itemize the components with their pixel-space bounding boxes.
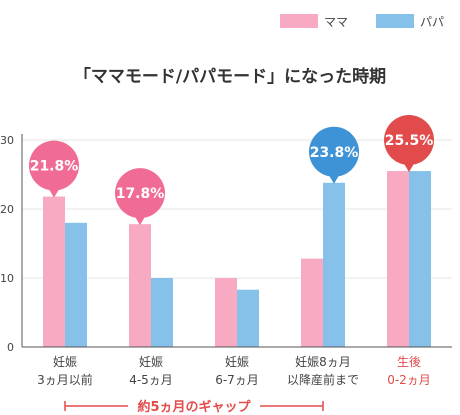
callout-label: 25.5%	[385, 133, 434, 149]
bar-mama-4	[387, 171, 409, 347]
category-label-line2: 以降産前まで	[287, 372, 359, 387]
legend-label-papa: パパ	[420, 15, 444, 29]
bar-papa-2	[237, 289, 259, 347]
callout-bubble	[115, 168, 165, 219]
callout-0: 21.8%	[29, 140, 79, 198]
bar-papa-0	[65, 222, 87, 347]
callout-pointer	[328, 173, 340, 184]
category-label-line2: 4-5ヵ月	[129, 373, 173, 387]
gap-label: 約5ヵ月のギャップ	[137, 399, 251, 415]
bar-mama-0	[43, 196, 65, 347]
bar-papa-3	[323, 182, 345, 347]
bar-mama-1	[129, 224, 151, 347]
category-label-line1: 妊娠	[139, 355, 163, 369]
category-label-line1: 妊娠	[225, 355, 249, 369]
bar-papa-4	[409, 171, 431, 347]
category-label-line1: 妊娠8ヵ月	[295, 355, 351, 369]
callout-3: 25.5%	[384, 115, 434, 173]
callout-label: 17.8%	[116, 186, 165, 202]
y-tick-label: 20	[0, 203, 14, 216]
y-tick-label: 30	[0, 134, 14, 147]
callout-pointer	[403, 162, 415, 173]
bar-mama-3	[301, 258, 323, 347]
chart-title: 「ママモード/パパモード」になった時期	[74, 66, 386, 87]
y-tick-label: 0	[7, 341, 14, 354]
callout-pointer	[48, 187, 60, 198]
callout-label: 21.8%	[30, 159, 79, 175]
callouts: 21.8% 17.8% 23.8% 25.5%	[29, 115, 434, 226]
legend-swatch-papa	[376, 14, 414, 28]
legend-swatch-mama	[280, 14, 318, 28]
callout-2: 23.8%	[309, 126, 359, 184]
axes	[21, 134, 452, 348]
callout-pointer	[134, 215, 146, 226]
category-label-line1: 生後	[397, 355, 421, 369]
callout-1: 17.8%	[115, 168, 165, 226]
legend-label-mama: ママ	[324, 15, 348, 29]
category-label-line2: 6-7ヵ月	[215, 373, 259, 387]
callout-label: 23.8%	[310, 145, 359, 161]
category-label-line2: 3ヵ月以前	[37, 372, 93, 387]
category-label-line2: 0-2ヵ月	[387, 373, 431, 387]
category-label-line1: 妊娠	[53, 355, 77, 369]
callout-bubble	[384, 115, 434, 166]
y-tick-label: 10	[0, 272, 14, 285]
bar-mama-2	[215, 278, 237, 347]
gap-annotation: 約5ヵ月のギャップ	[64, 399, 324, 415]
bar-papa-1	[151, 278, 173, 347]
legend: ママ パパ	[280, 14, 444, 29]
bars	[43, 171, 431, 347]
callout-bubble	[309, 126, 359, 177]
callout-bubble	[29, 140, 79, 191]
